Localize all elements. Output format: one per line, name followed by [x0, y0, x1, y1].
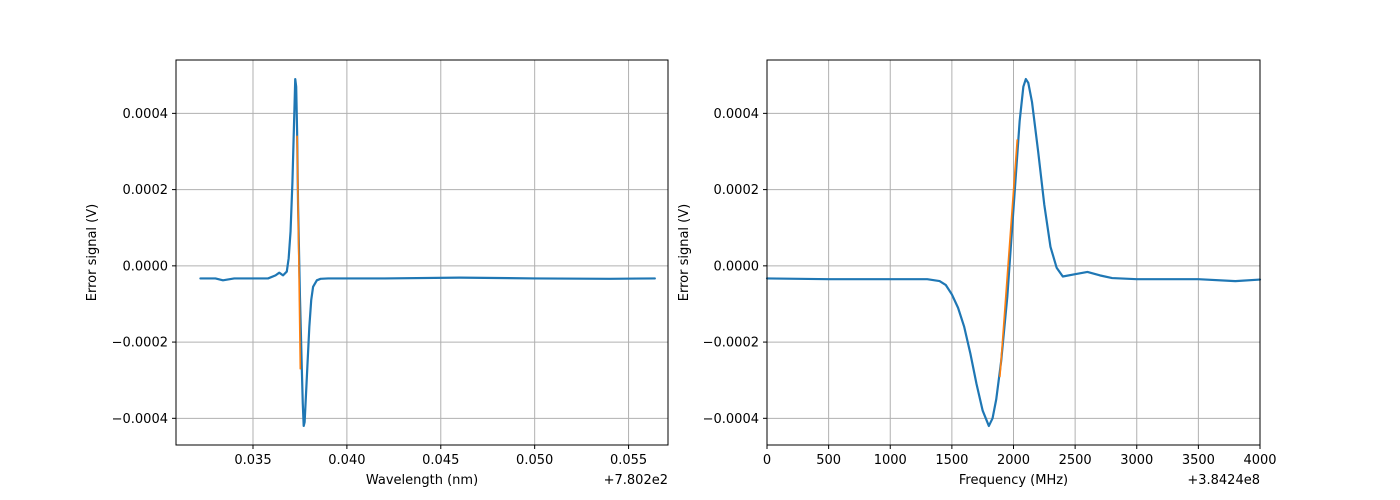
x-tick-label: 0	[763, 453, 771, 468]
fit-line	[999, 139, 1019, 378]
x-tick-label: 3000	[1120, 453, 1153, 468]
x-tick-label: 3500	[1182, 453, 1215, 468]
x-axis-offset-label: +7.802e2	[604, 473, 668, 488]
x-tick-label: 1500	[935, 453, 968, 468]
y-tick-label: 0.0002	[123, 183, 169, 198]
y-axis-label: Error signal (V)	[85, 204, 100, 301]
x-axis-offset-label: +3.8424e8	[1187, 473, 1260, 488]
y-tick-label: −0.0002	[112, 336, 168, 351]
y-tick-label: 0.0000	[123, 259, 169, 274]
fit-line	[296, 135, 302, 370]
y-tick-label: 0.0002	[714, 183, 760, 198]
x-axis-label: Wavelength (nm)	[366, 473, 478, 488]
y-tick-label: 0.0004	[123, 107, 169, 122]
y-tick-label: −0.0004	[703, 412, 759, 427]
x-tick-label: 0.045	[422, 453, 459, 468]
data-series-line	[765, 77, 1262, 428]
x-tick-label: 0.050	[516, 453, 553, 468]
chart-panel-1: 0.035 0.040 0.045 0.050 0.055 −0.0004 −0.0002 0…	[85, 59, 669, 488]
x-tick-label: 4000	[1243, 453, 1276, 468]
chart-panel-2: 0 500 1000 1500 2000 2500 3000 3500 4000 −0.0004 −…	[677, 59, 1277, 488]
x-tick-label: 0.035	[234, 453, 271, 468]
x-tick-label: 2000	[997, 453, 1030, 468]
y-tick-label: 0.0000	[714, 259, 760, 274]
y-tick-label: −0.0002	[703, 336, 759, 351]
plot-frame	[175, 59, 669, 446]
y-axis-label: Error signal (V)	[677, 204, 692, 301]
x-tick-label: 2500	[1059, 453, 1092, 468]
y-tick-label: −0.0004	[112, 412, 168, 427]
data-series-line	[199, 77, 656, 428]
x-tick-label: 0.040	[328, 453, 365, 468]
x-tick-label: 500	[816, 453, 841, 468]
x-tick-label: 1000	[874, 453, 907, 468]
x-tick-label: 0.055	[610, 453, 647, 468]
y-tick-label: 0.0004	[714, 107, 760, 122]
x-axis-label: Frequency (MHz)	[959, 473, 1068, 488]
